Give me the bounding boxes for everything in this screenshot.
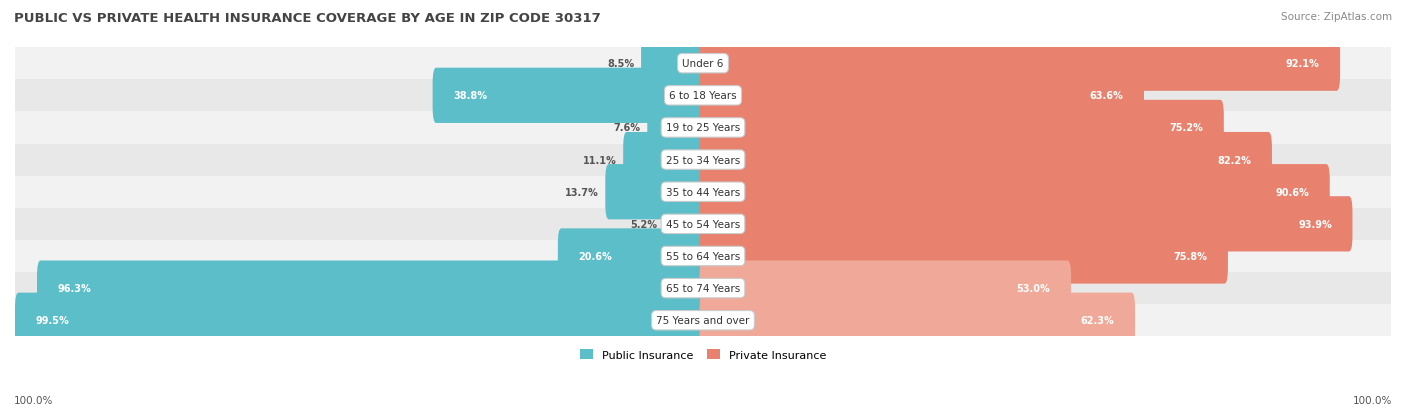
Text: 8.5%: 8.5%	[607, 59, 634, 69]
FancyBboxPatch shape	[15, 293, 706, 348]
FancyBboxPatch shape	[700, 69, 1144, 123]
Text: 65 to 74 Years: 65 to 74 Years	[666, 283, 740, 293]
FancyBboxPatch shape	[623, 133, 706, 188]
Text: 93.9%: 93.9%	[1298, 219, 1331, 229]
Text: 75 Years and over: 75 Years and over	[657, 316, 749, 325]
Text: 100.0%: 100.0%	[14, 395, 53, 405]
Bar	[15, 304, 1391, 337]
Text: 90.6%: 90.6%	[1275, 187, 1309, 197]
Bar	[15, 80, 1391, 112]
Text: 13.7%: 13.7%	[565, 187, 599, 197]
FancyBboxPatch shape	[647, 101, 706, 156]
FancyBboxPatch shape	[700, 36, 1340, 92]
FancyBboxPatch shape	[606, 165, 706, 220]
Text: 82.2%: 82.2%	[1218, 155, 1251, 165]
Bar	[15, 112, 1391, 144]
Bar	[15, 48, 1391, 80]
Text: 75.8%: 75.8%	[1174, 252, 1208, 261]
Text: 55 to 64 Years: 55 to 64 Years	[666, 252, 740, 261]
Legend: Public Insurance, Private Insurance: Public Insurance, Private Insurance	[574, 344, 832, 366]
Bar	[15, 273, 1391, 304]
FancyBboxPatch shape	[700, 165, 1330, 220]
FancyBboxPatch shape	[558, 229, 706, 284]
Text: PUBLIC VS PRIVATE HEALTH INSURANCE COVERAGE BY AGE IN ZIP CODE 30317: PUBLIC VS PRIVATE HEALTH INSURANCE COVER…	[14, 12, 600, 25]
Text: 63.6%: 63.6%	[1090, 91, 1123, 101]
Text: 100.0%: 100.0%	[1353, 395, 1392, 405]
Text: Under 6: Under 6	[682, 59, 724, 69]
FancyBboxPatch shape	[641, 36, 706, 92]
FancyBboxPatch shape	[700, 197, 1353, 252]
FancyBboxPatch shape	[700, 229, 1227, 284]
Text: Source: ZipAtlas.com: Source: ZipAtlas.com	[1281, 12, 1392, 22]
Text: 19 to 25 Years: 19 to 25 Years	[666, 123, 740, 133]
Text: 75.2%: 75.2%	[1170, 123, 1204, 133]
Text: 53.0%: 53.0%	[1017, 283, 1050, 293]
Text: 20.6%: 20.6%	[578, 252, 612, 261]
FancyBboxPatch shape	[433, 69, 706, 123]
Text: 7.6%: 7.6%	[613, 123, 640, 133]
Text: 62.3%: 62.3%	[1081, 316, 1115, 325]
Bar	[15, 144, 1391, 176]
Text: 35 to 44 Years: 35 to 44 Years	[666, 187, 740, 197]
Text: 11.1%: 11.1%	[582, 155, 616, 165]
Text: 92.1%: 92.1%	[1285, 59, 1319, 69]
Bar	[15, 240, 1391, 273]
Bar	[15, 176, 1391, 208]
FancyBboxPatch shape	[700, 261, 1071, 316]
FancyBboxPatch shape	[664, 197, 706, 252]
Text: 25 to 34 Years: 25 to 34 Years	[666, 155, 740, 165]
FancyBboxPatch shape	[700, 133, 1272, 188]
Text: 5.2%: 5.2%	[630, 219, 657, 229]
FancyBboxPatch shape	[700, 101, 1223, 156]
Text: 96.3%: 96.3%	[58, 283, 91, 293]
Bar	[15, 208, 1391, 240]
Text: 38.8%: 38.8%	[453, 91, 488, 101]
Text: 99.5%: 99.5%	[35, 316, 69, 325]
Text: 6 to 18 Years: 6 to 18 Years	[669, 91, 737, 101]
FancyBboxPatch shape	[700, 293, 1135, 348]
Text: 45 to 54 Years: 45 to 54 Years	[666, 219, 740, 229]
FancyBboxPatch shape	[37, 261, 706, 316]
